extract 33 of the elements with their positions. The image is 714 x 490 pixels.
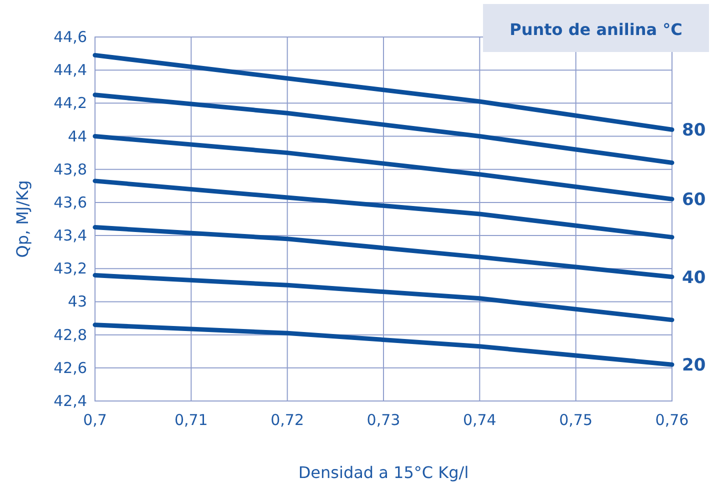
y-tick-label: 43,4 <box>54 226 87 245</box>
line-series <box>92 134 674 202</box>
series-label: 60 <box>682 190 706 210</box>
x-tick-label: 0,7 <box>83 411 107 429</box>
legend-title: Punto de anilina °C <box>510 20 682 39</box>
series-label: 40 <box>682 268 706 288</box>
y-tick-label: 42,8 <box>54 326 87 344</box>
line-series <box>92 92 674 165</box>
x-tick-label: 0,75 <box>559 411 593 429</box>
y-tick-label: 44 <box>68 127 87 146</box>
y-tick-label: 42,4 <box>54 392 87 410</box>
line-series <box>92 225 674 280</box>
x-tick-label: 0,71 <box>174 411 208 429</box>
y-tick-label: 43,8 <box>54 160 87 178</box>
line-series <box>92 178 674 240</box>
y-tick-label: 43,2 <box>54 260 87 278</box>
y-tick-label: 44,6 <box>54 28 87 46</box>
y-tick-label: 42,6 <box>54 358 87 377</box>
series-label: 80 <box>682 120 706 141</box>
y-tick-label: 44,4 <box>54 61 87 80</box>
line-series <box>92 52 674 132</box>
y-axis-title: Qp, MJ/Kg <box>13 180 32 258</box>
line-series <box>92 322 674 367</box>
y-tick-label: 43 <box>68 292 87 311</box>
x-tick-label: 0,74 <box>462 411 496 429</box>
x-axis-title: Densidad a 15°C Kg/l <box>298 463 469 482</box>
y-tick-label: 44,2 <box>54 94 87 112</box>
x-tick-label: 0,76 <box>655 411 689 429</box>
series-label: 20 <box>682 356 706 376</box>
y-tick-label: 43,6 <box>54 193 87 212</box>
x-tick-label: 0,73 <box>366 411 400 429</box>
line-series <box>92 273 674 322</box>
x-tick-label: 0,72 <box>270 411 304 429</box>
